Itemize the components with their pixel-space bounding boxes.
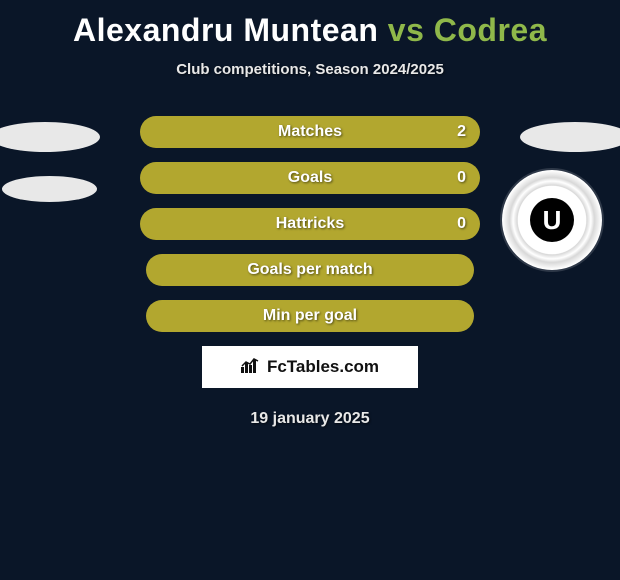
stat-bar-row: Goals per match	[146, 254, 474, 286]
vs-label: vs	[388, 12, 425, 48]
player1-name: Alexandru Muntean	[73, 12, 378, 48]
stat-bar-label: Goals per match	[146, 261, 474, 279]
fctables-badge: FcTables.com	[202, 346, 418, 388]
subtitle: Club competitions, Season 2024/2025	[0, 61, 620, 78]
stat-bar-label: Min per goal	[146, 307, 474, 325]
decorative-ellipse	[0, 122, 100, 152]
stat-bar-label: Matches	[140, 123, 480, 141]
stat-bar-row: Hattricks0	[140, 208, 480, 240]
decorative-ellipse	[2, 176, 97, 202]
stat-bar-row: Min per goal	[146, 300, 474, 332]
comparison-title: Alexandru Muntean vs Codrea	[0, 0, 620, 49]
stat-bar-label: Hattricks	[140, 215, 480, 233]
bar-chart-icon	[241, 357, 261, 378]
stat-bars: Matches2Goals0Hattricks0Goals per matchM…	[140, 116, 480, 332]
stat-bar-value: 0	[457, 169, 466, 187]
stat-bar-label: Goals	[140, 169, 480, 187]
snapshot-date: 19 january 2025	[0, 410, 620, 428]
left-decorative-shapes	[0, 122, 100, 226]
club-logo: U	[502, 170, 602, 270]
fctables-text: FcTables.com	[267, 357, 379, 377]
stat-bar-row: Matches2	[140, 116, 480, 148]
stat-bar-value: 2	[457, 123, 466, 141]
stat-bar-row: Goals0	[140, 162, 480, 194]
player2-name: Codrea	[434, 12, 547, 48]
stat-bar-value: 0	[457, 215, 466, 233]
right-decorative-shapes	[520, 122, 620, 176]
decorative-ellipse	[520, 122, 620, 152]
club-logo-letter: U	[530, 198, 574, 242]
